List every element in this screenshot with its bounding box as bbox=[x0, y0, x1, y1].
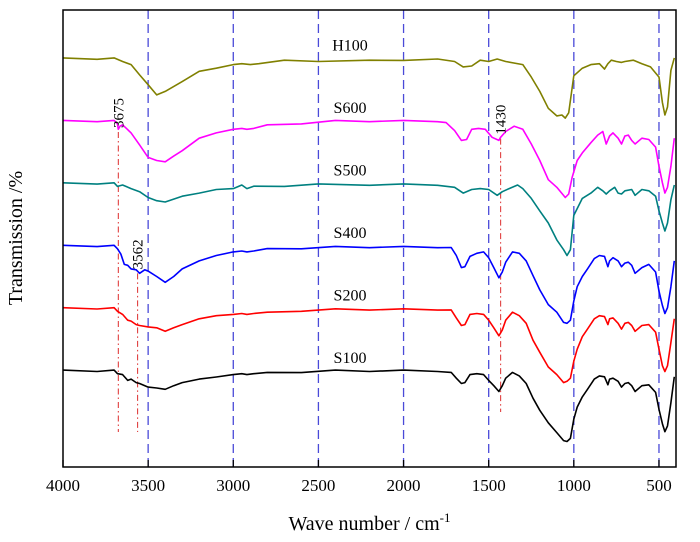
x-tick-label-1000: 1000 bbox=[557, 476, 591, 495]
series-label-s600: S600 bbox=[334, 100, 367, 117]
x-tick-label-2500: 2500 bbox=[301, 476, 335, 495]
x-tick-label-3500: 3500 bbox=[131, 476, 165, 495]
x-tick-label-500: 500 bbox=[646, 476, 672, 495]
series-label-s200: S200 bbox=[334, 287, 367, 304]
series-label-s100: S100 bbox=[334, 350, 367, 367]
series-label-s500: S500 bbox=[334, 162, 367, 179]
series-line-s600 bbox=[62, 119, 676, 199]
series-line-s200 bbox=[62, 306, 676, 384]
x-axis-label-text: Wave number / cm bbox=[289, 513, 441, 535]
annotation-labels: 3675 3562 1430 bbox=[111, 98, 509, 269]
annotation-label-3562: 3562 bbox=[131, 239, 147, 269]
annotation-lines bbox=[117, 131, 502, 432]
x-tick-label-4000: 4000 bbox=[46, 476, 80, 495]
series-group bbox=[62, 57, 676, 443]
series-label-h100: H100 bbox=[332, 38, 368, 55]
series-line-h100 bbox=[62, 57, 676, 119]
x-tick-label-3000: 3000 bbox=[216, 476, 250, 495]
series-line-s100 bbox=[62, 369, 676, 443]
x-tick-label-1500: 1500 bbox=[472, 476, 506, 495]
y-axis-label: Transmission /% bbox=[5, 171, 27, 305]
plot-frame bbox=[62, 9, 677, 468]
series-labels: H100 S600 S500 S400 S200 S100 bbox=[332, 38, 368, 367]
series-line-s400 bbox=[62, 244, 676, 325]
x-tick-label-2000: 2000 bbox=[387, 476, 421, 495]
grid-lines bbox=[147, 10, 660, 467]
annotation-label-3675: 3675 bbox=[111, 98, 127, 128]
x-axis-label-superscript: -1 bbox=[440, 510, 451, 525]
x-axis-ticks: 4000 3500 3000 2500 2000 1500 1000 500 bbox=[46, 460, 672, 495]
annotation-label-1430: 1430 bbox=[494, 105, 510, 135]
series-label-s400: S400 bbox=[334, 225, 367, 242]
series-line-s500 bbox=[62, 182, 676, 257]
x-axis-label: Wave number / cm-1 bbox=[289, 510, 451, 535]
